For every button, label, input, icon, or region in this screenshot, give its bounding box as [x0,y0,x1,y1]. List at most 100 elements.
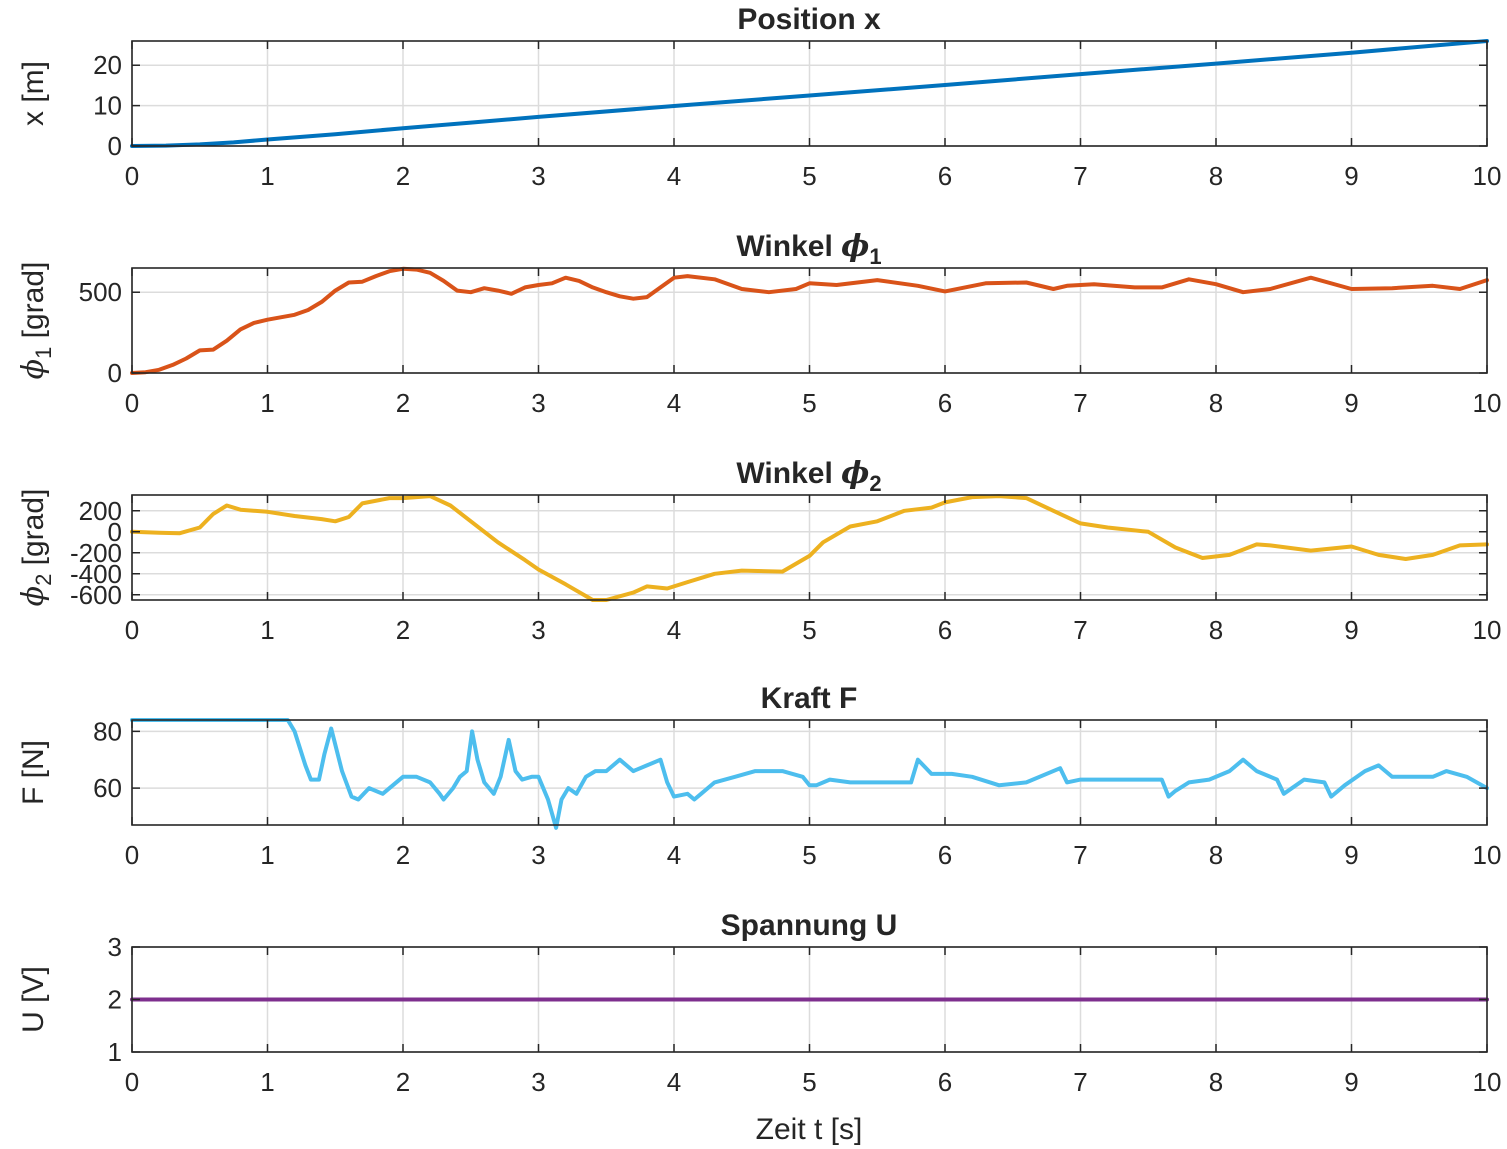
x-tick-label: 1 [260,388,274,418]
x-tick-label: 4 [667,388,681,418]
x-tick-label: 3 [531,840,545,870]
series-line [130,718,1489,830]
x-tick-label: 5 [802,388,816,418]
x-tick-label: 9 [1344,388,1358,418]
x-tick-label: 3 [531,615,545,645]
x-tick-label: 7 [1073,1067,1087,1097]
ylabel-text: [grad] [17,489,50,574]
subplot-1: 0 1 2 3 4 5 6 7 8 9 10 0 10 20 Position x x [m] [17,3,1501,191]
ylabel-text: U [V] [17,966,50,1033]
y-tick-label: 60 [93,773,122,803]
x-tick-label: 8 [1209,840,1223,870]
x-tick-label: 0 [125,388,139,418]
x-tick-label: 8 [1209,388,1223,418]
x-tick-label: 10 [1473,840,1502,870]
y-tick-label: 80 [93,716,122,746]
y-tick-label: 0 [108,517,122,547]
x-tick-label: 2 [396,161,410,191]
x-tick-label: 6 [938,161,952,191]
x-tick-label: 10 [1473,388,1502,418]
x-tick-label: 1 [260,161,274,191]
y-tick-label: 500 [79,277,122,307]
subplot-4: 0 1 2 3 4 5 6 7 8 9 10 60 80 Kraft F F [N] [17,682,1501,870]
y-axis-label: x [m] [17,61,50,126]
y-tick-label: 10 [93,91,122,121]
title-symbol: ϕ [841,456,869,491]
ylabel-text: F [N] [17,740,50,805]
title-text: Position x [737,3,881,36]
x-tick-label: 7 [1073,161,1087,191]
x-tick-label: 4 [667,161,681,191]
x-tick-label: 7 [1073,388,1087,418]
y-axis-label: ϕ2 [grad] [16,489,56,607]
x-tick-label: 0 [125,1067,139,1097]
x-tick-label: 10 [1473,615,1502,645]
x-tick-label: 0 [125,840,139,870]
y-tick-label: -600 [70,580,122,610]
x-tick-label: 6 [938,388,952,418]
x-tick-label: 1 [260,840,274,870]
y-tick-label: 20 [93,50,122,80]
y-tick-label: -400 [70,559,122,589]
x-tick-label: 1 [260,615,274,645]
subplot-title: Winkel ϕ2 [736,456,881,496]
x-tick-label: 8 [1209,1067,1223,1097]
ylabel-text: x [m] [17,61,50,126]
title-text: Winkel [736,230,841,263]
y-axis-label: ϕ1 [grad] [16,262,56,380]
title-symbol: ϕ [841,229,869,264]
series-line [130,494,1489,602]
x-tick-label: 10 [1473,161,1502,191]
y-tick-label: 0 [108,358,122,388]
x-tick-label: 1 [260,1067,274,1097]
x-tick-label: 6 [938,615,952,645]
x-tick-label: 8 [1209,161,1223,191]
subplot-title: Winkel ϕ1 [736,229,881,269]
x-tick-label: 4 [667,615,681,645]
x-tick-label: 10 [1473,1067,1502,1097]
title-text: Kraft F [761,682,858,715]
x-tick-label: 2 [396,840,410,870]
x-tick-label: 9 [1344,1067,1358,1097]
title-text: Spannung U [721,909,898,942]
x-tick-label: 8 [1209,615,1223,645]
series-line [130,39,1489,148]
ylabel-symbol: ϕ [16,586,51,606]
x-tick-label: 3 [531,1067,545,1097]
x-tick-label: 4 [667,840,681,870]
x-tick-label: 5 [802,1067,816,1097]
subplot-title: Kraft F [761,682,858,715]
x-tick-label: 2 [396,388,410,418]
title-subscript: 2 [869,471,881,496]
x-tick-label: 9 [1344,615,1358,645]
x-tick-label: 7 [1073,615,1087,645]
x-tick-label: 9 [1344,840,1358,870]
subplot-title: Position x [737,3,881,36]
y-tick-label: -200 [70,538,122,568]
x-tick-label: 5 [802,615,816,645]
x-tick-label: 5 [802,840,816,870]
y-tick-label: 3 [108,932,122,962]
ylabel-symbol: ϕ [16,359,51,379]
x-tick-label: 3 [531,388,545,418]
ylabel-text: [grad] [17,262,50,347]
y-axis-label: F [N] [17,740,50,805]
y-tick-label: 0 [108,131,122,161]
ylabel-subscript: 1 [31,347,56,359]
x-tick-label: 4 [667,1067,681,1097]
x-tick-label: 9 [1344,161,1358,191]
x-tick-label: 3 [531,161,545,191]
series-line [130,266,1489,375]
title-subscript: 1 [869,244,881,269]
x-axis-label: Zeit t [s] [756,1113,863,1146]
x-tick-label: 6 [938,1067,952,1097]
y-axis-label: U [V] [17,966,50,1033]
y-tick-label: 2 [108,985,122,1015]
y-tick-label: 200 [79,496,122,526]
x-tick-label: 2 [396,615,410,645]
x-tick-label: 6 [938,840,952,870]
